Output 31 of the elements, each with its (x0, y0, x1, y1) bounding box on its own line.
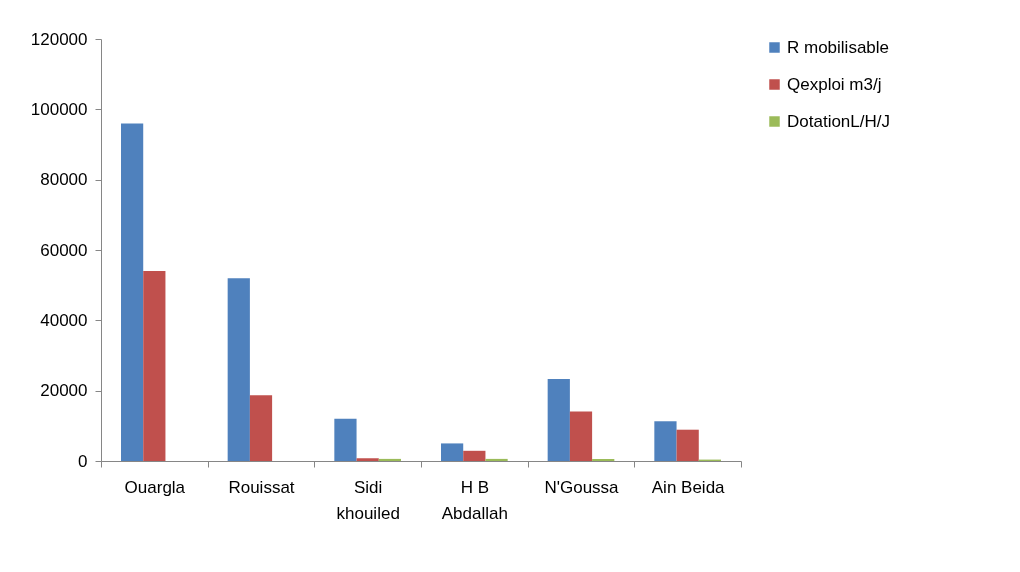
bar (143, 271, 166, 461)
y-tick-label: 120000 (30, 29, 88, 49)
bar (676, 429, 699, 461)
bar (485, 458, 508, 461)
bar (249, 395, 273, 461)
x-tick-label: Ouargla (124, 477, 186, 497)
y-tick-label: 100000 (30, 99, 88, 119)
bar (441, 443, 464, 461)
legend-label: DotationL/H/J (787, 111, 890, 131)
bar (378, 458, 401, 461)
bar (569, 411, 593, 461)
y-tick-label: 40000 (40, 310, 88, 330)
y-tick-label: 60000 (40, 240, 88, 260)
x-tick-label: Rouissat (228, 477, 295, 497)
x-tick-label: N'Goussa (544, 477, 620, 497)
y-tick-label: 0 (78, 451, 88, 471)
bar (356, 458, 379, 461)
bar (654, 421, 677, 461)
legend-label: R mobilisable (787, 37, 890, 57)
bar (121, 123, 144, 461)
y-tick-label: 80000 (40, 170, 88, 190)
bar (463, 450, 486, 461)
x-tick-label: H B Abdallah (441, 477, 508, 523)
bar (227, 278, 250, 461)
bar (547, 379, 570, 461)
bar (334, 418, 357, 461)
x-tick-label: Ain Beida (651, 477, 726, 497)
y-tick-label: 20000 (40, 381, 88, 401)
bar (592, 458, 615, 461)
x-tick-label: Sidi khouiled (336, 477, 400, 523)
legend-label: Qexploi m3/j (787, 74, 882, 94)
